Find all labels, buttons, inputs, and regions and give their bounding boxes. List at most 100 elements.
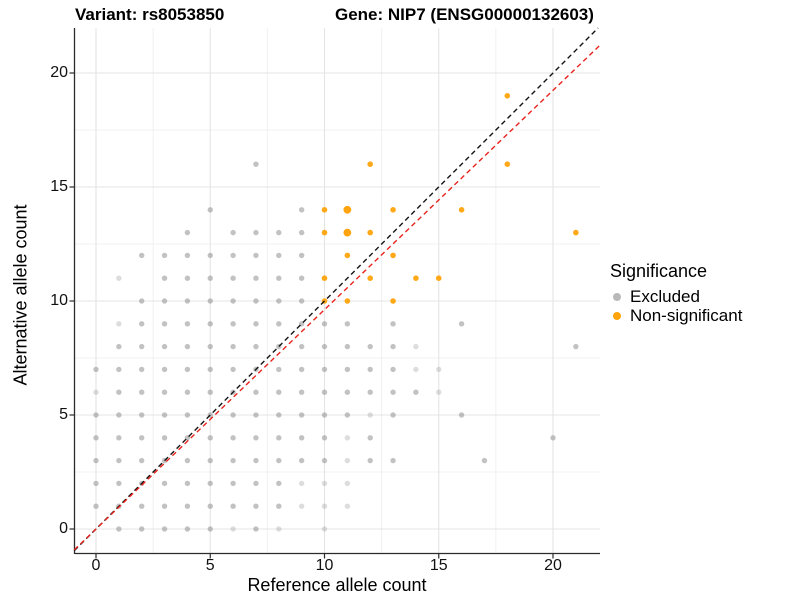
data-point-excluded [184, 389, 191, 395]
data-point-excluded [93, 412, 99, 418]
data-point-excluded [230, 366, 236, 373]
data-point-excluded [207, 366, 213, 373]
data-point-excluded [573, 343, 579, 350]
data-point-excluded [184, 526, 191, 532]
data-point-excluded [253, 275, 259, 281]
data-point-non-significant [321, 229, 328, 236]
data-point-excluded [230, 457, 236, 464]
data-point-excluded [161, 480, 168, 487]
data-point-non-significant [413, 275, 419, 282]
data-point-excluded [230, 252, 236, 259]
data-point-excluded [207, 480, 213, 487]
data-point-excluded [390, 321, 396, 327]
data-point-excluded [276, 229, 282, 236]
data-point-excluded [116, 457, 122, 464]
legend: Significance Excluded Non-significant [610, 261, 742, 325]
data-point-excluded [458, 321, 465, 327]
data-point-excluded [139, 412, 145, 418]
data-point-excluded [230, 298, 236, 304]
data-point-non-significant [390, 252, 396, 259]
data-point-excluded [161, 275, 168, 281]
data-point-excluded [390, 343, 396, 350]
legend-item-label: Excluded [630, 286, 700, 306]
data-point-excluded-light [276, 526, 282, 532]
data-point-excluded [207, 343, 213, 350]
data-point-excluded [139, 526, 145, 532]
data-point-excluded [253, 526, 259, 532]
x-tick-label: 15 [429, 557, 448, 574]
data-point-excluded [116, 435, 122, 441]
data-point-non-significant [504, 93, 511, 99]
data-point-excluded [184, 457, 191, 464]
data-point-excluded [253, 298, 259, 304]
data-point-excluded [161, 389, 168, 395]
data-point-excluded [139, 343, 145, 350]
data-point-excluded [367, 343, 373, 350]
data-point-excluded [298, 207, 305, 213]
data-point-excluded [344, 366, 351, 373]
data-point-excluded [161, 412, 168, 418]
data-point-excluded [139, 389, 145, 395]
data-point-excluded [390, 366, 396, 373]
y-tick-label: 15 [50, 178, 68, 195]
data-point-excluded [276, 480, 282, 487]
x-tick-label: 20 [544, 557, 562, 574]
data-point-excluded [298, 389, 305, 395]
data-point-excluded-light [298, 503, 305, 509]
data-point-excluded [253, 252, 259, 259]
data-point-excluded [230, 321, 236, 327]
data-point-excluded [344, 343, 351, 350]
data-point-excluded-light [230, 526, 236, 532]
data-point-excluded [321, 435, 328, 441]
x-tick-label: 10 [315, 557, 334, 574]
data-point-excluded [116, 526, 122, 532]
data-point-excluded [276, 412, 282, 418]
data-point-excluded [276, 389, 282, 395]
data-point-excluded [276, 435, 282, 441]
legend-key-dot-non-significant [613, 311, 621, 320]
data-point-excluded [276, 252, 282, 259]
data-point-excluded-light [436, 366, 442, 373]
data-point-excluded [184, 366, 191, 373]
y-tick-label: 10 [50, 292, 68, 309]
data-point-excluded [207, 207, 213, 213]
data-point-excluded [276, 298, 282, 304]
data-point-excluded [276, 321, 282, 327]
data-point-excluded [161, 526, 168, 532]
data-point-excluded [298, 275, 305, 281]
data-point-excluded [161, 321, 168, 327]
data-point-excluded [276, 366, 282, 373]
data-point-excluded [184, 480, 191, 487]
data-point-excluded [367, 435, 373, 441]
data-point-excluded-light [321, 480, 328, 487]
data-point-excluded [230, 480, 236, 487]
data-point-excluded [93, 435, 99, 441]
data-point-excluded [253, 412, 259, 418]
data-point-excluded [207, 526, 213, 532]
legend-items: Excluded Non-significant [610, 287, 742, 325]
data-point-excluded [298, 366, 305, 373]
data-point-excluded [207, 298, 213, 304]
data-point-excluded [230, 412, 236, 418]
data-point-excluded [253, 161, 259, 167]
data-point-excluded [116, 412, 122, 418]
data-point-excluded [230, 275, 236, 281]
data-point-excluded [116, 389, 122, 395]
plot-title-gene: Gene: NIP7 (ENSG00000132603) [335, 5, 594, 24]
data-point-excluded [390, 389, 396, 395]
data-point-excluded [116, 480, 122, 487]
data-point-excluded [139, 457, 145, 464]
data-point-excluded [298, 229, 305, 236]
plot-title-variant: Variant: rs8053850 [75, 5, 225, 24]
data-point-excluded [367, 366, 373, 373]
data-point-excluded [321, 343, 328, 350]
legend-key-dot-excluded [613, 292, 621, 301]
data-point-excluded [413, 389, 419, 395]
data-point-excluded [207, 275, 213, 281]
x-tick-label: 0 [91, 557, 101, 574]
legend-item-label: Non-significant [630, 305, 743, 325]
data-point-excluded [321, 412, 328, 418]
legend-title: Significance [610, 261, 708, 281]
data-point-excluded [298, 343, 305, 350]
data-point-excluded [550, 435, 556, 441]
